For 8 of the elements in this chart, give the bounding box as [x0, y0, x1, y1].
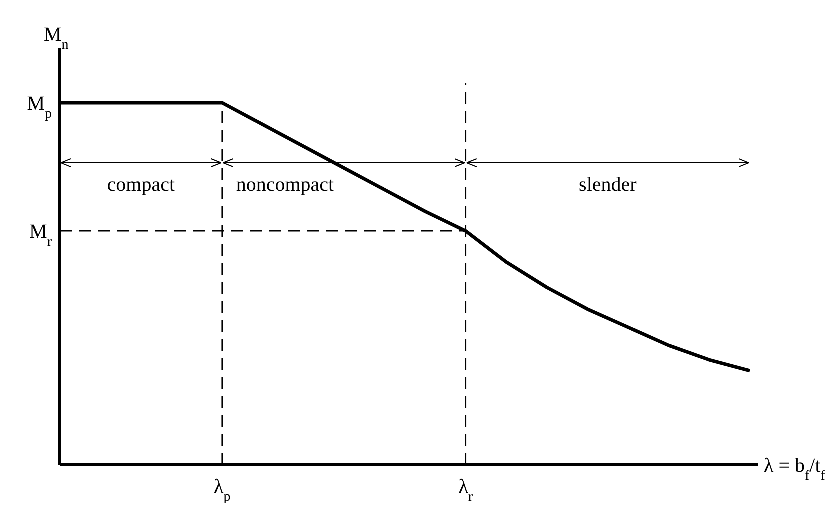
annotation: slender	[579, 174, 638, 196]
x-tick-label: λ$_{r}$	[458, 476, 474, 504]
annotation: noncompact	[236, 174, 335, 196]
y-axis-title: M$_{n}$	[44, 24, 69, 52]
text: M$_{p}$	[27, 93, 52, 122]
x-axis-title: λ = b$_{f}$/t$_{f}$	[764, 455, 826, 484]
annotation: compact	[107, 174, 176, 196]
ref-line-label: M$_{r}$	[30, 221, 52, 250]
